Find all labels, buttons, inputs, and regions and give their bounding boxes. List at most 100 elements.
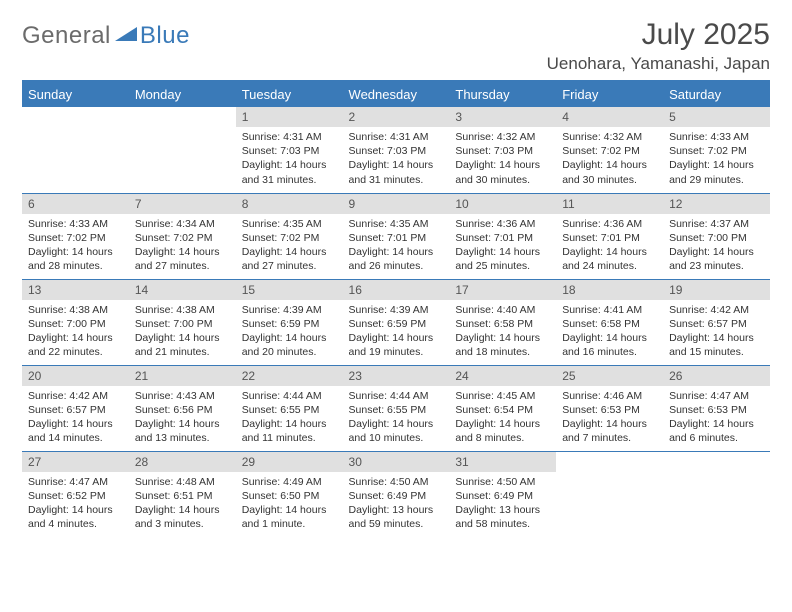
day-number: 11 xyxy=(556,194,663,214)
sunrise-line: Sunrise: 4:47 AM xyxy=(28,475,123,489)
calendar-cell: 1Sunrise: 4:31 AMSunset: 7:03 PMDaylight… xyxy=(236,107,343,193)
calendar-table: Sunday Monday Tuesday Wednesday Thursday… xyxy=(22,80,770,537)
day-number: 9 xyxy=(343,194,450,214)
day-number: 15 xyxy=(236,280,343,300)
sunrise-line: Sunrise: 4:45 AM xyxy=(455,389,550,403)
calendar-cell: 6Sunrise: 4:33 AMSunset: 7:02 PMDaylight… xyxy=(22,193,129,279)
calendar-row: 27 Sunrise: 4:47 AMSunset: 6:52 PM Dayligh… xyxy=(22,451,770,537)
sunrise-line: Sunrise: 4:42 AM xyxy=(669,303,764,317)
header: General Blue July 2025 Uenohara, Yamanas… xyxy=(22,18,770,74)
day-number: 27 xyxy=(22,452,129,472)
sunrise-line: Sunrise: 4:31 AM xyxy=(349,130,444,144)
day-number: 14 xyxy=(129,280,236,300)
daylight-line: Daylight: 13 hours and 59 minutes. xyxy=(349,503,444,531)
day-number: 12 xyxy=(663,194,770,214)
sunrise-line: Sunrise: 4:44 AM xyxy=(242,389,337,403)
day-details: Sunrise: 4:50 AMSunset: 6:49 PMDaylight:… xyxy=(449,472,556,535)
daylight-line: Daylight: 14 hours and 20 minutes. xyxy=(242,331,337,359)
day-header: Friday xyxy=(556,81,663,107)
sunset-line: Sunset: 6:55 PM xyxy=(242,403,337,417)
day-number: 6 xyxy=(22,194,129,214)
calendar-cell xyxy=(129,107,236,193)
daylight-line: Daylight: 14 hours and 30 minutes. xyxy=(455,158,550,186)
day-details: Sunrise: 4:45 AMSunset: 6:54 PMDaylight:… xyxy=(449,386,556,449)
daylight-line: Daylight: 14 hours and 11 minutes. xyxy=(242,417,337,445)
day-details: Sunrise: 4:31 AMSunset: 7:03 PMDaylight:… xyxy=(343,127,450,190)
sunrise-line: Sunrise: 4:49 AM xyxy=(242,475,337,489)
sunset-line: Sunset: 6:56 PM xyxy=(135,403,230,417)
day-details: Sunrise: 4:32 AMSunset: 7:02 PMDaylight:… xyxy=(556,127,663,190)
sunset-line: Sunset: 6:50 PM xyxy=(242,489,337,503)
day-number: 7 xyxy=(129,194,236,214)
logo: General Blue xyxy=(22,18,190,50)
sunrise-line: Sunrise: 4:32 AM xyxy=(562,130,657,144)
calendar-cell: 13Sunrise: 4:38 AMSunset: 7:00 PMDayligh… xyxy=(22,279,129,365)
sunset-line: Sunset: 6:59 PM xyxy=(349,317,444,331)
calendar-cell xyxy=(22,107,129,193)
sunset-line: Sunset: 6:51 PM xyxy=(135,489,230,503)
sunrise-line: Sunrise: 4:47 AM xyxy=(669,389,764,403)
sunrise-line: Sunrise: 4:42 AM xyxy=(28,389,123,403)
logo-text-general: General xyxy=(22,22,111,50)
daylight-line: Daylight: 13 hours and 58 minutes. xyxy=(455,503,550,531)
calendar-row: 20Sunrise: 4:42 AMSunset: 6:57 PMDayligh… xyxy=(22,365,770,451)
day-header: Thursday xyxy=(449,81,556,107)
day-details: Sunrise: 4:33 AMSunset: 7:02 PMDaylight:… xyxy=(22,214,129,277)
calendar-cell: 2Sunrise: 4:31 AMSunset: 7:03 PMDaylight… xyxy=(343,107,450,193)
sunset-line: Sunset: 7:01 PM xyxy=(349,231,444,245)
day-details: Sunrise: 4:35 AMSunset: 7:01 PMDaylight:… xyxy=(343,214,450,277)
calendar-cell: 15 Sunrise: 4:39 AMSunset: 6:59 PMDayligh… xyxy=(236,279,343,365)
logo-triangle-icon xyxy=(115,25,137,48)
month-title: July 2025 xyxy=(547,18,770,52)
day-number: 2 xyxy=(343,107,450,127)
sunrise-line: Sunrise: 4:35 AM xyxy=(349,217,444,231)
day-number: 16 xyxy=(343,280,450,300)
sunset-line: Sunset: 6:49 PM xyxy=(349,489,444,503)
day-number: 3 xyxy=(449,107,556,127)
daylight-line: Daylight: 14 hours and 28 minutes. xyxy=(28,245,123,273)
day-number: 18 xyxy=(556,280,663,300)
day-number: 24 xyxy=(449,366,556,386)
day-number: 4 xyxy=(556,107,663,127)
day-details: Sunrise: 4:33 AMSunset: 7:02 PMDaylight:… xyxy=(663,127,770,190)
day-number: 22 xyxy=(236,366,343,386)
daylight-line: Daylight: 14 hours and 25 minutes. xyxy=(455,245,550,273)
sunset-line: Sunset: 6:52 PM xyxy=(28,489,123,503)
calendar-cell: 16Sunrise: 4:39 AMSunset: 6:59 PMDayligh… xyxy=(343,279,450,365)
sunrise-line: Sunrise: 4:33 AM xyxy=(28,217,123,231)
day-details: Sunrise: 4:50 AMSunset: 6:49 PMDaylight:… xyxy=(343,472,450,535)
day-details: Sunrise: 4:34 AMSunset: 7:02 PMDaylight:… xyxy=(129,214,236,277)
day-number: 20 xyxy=(22,366,129,386)
sunrise-line: Sunrise: 4:38 AM xyxy=(28,303,123,317)
day-details: Sunrise: 4:42 AMSunset: 6:57 PMDaylight:… xyxy=(22,386,129,449)
day-number: 1 xyxy=(236,107,343,127)
day-number: 28 xyxy=(129,452,236,472)
sunset-line: Sunset: 7:03 PM xyxy=(455,144,550,158)
daylight-line: Daylight: 14 hours and 27 minutes. xyxy=(242,245,337,273)
day-details: Sunrise: 4:32 AMSunset: 7:03 PMDaylight:… xyxy=(449,127,556,190)
daylight-line: Daylight: 14 hours and 24 minutes. xyxy=(562,245,657,273)
calendar-cell: 17Sunrise: 4:40 AMSunset: 6:58 PMDayligh… xyxy=(449,279,556,365)
calendar-cell: 26Sunrise: 4:47 AMSunset: 6:53 PMDayligh… xyxy=(663,365,770,451)
sunrise-line: Sunrise: 4:36 AM xyxy=(455,217,550,231)
daylight-line: Daylight: 14 hours and 3 minutes. xyxy=(135,503,230,531)
day-number: 19 xyxy=(663,280,770,300)
sunset-line: Sunset: 6:53 PM xyxy=(669,403,764,417)
calendar-cell: 31Sunrise: 4:50 AMSunset: 6:49 PMDayligh… xyxy=(449,451,556,537)
daylight-line: Daylight: 14 hours and 22 minutes. xyxy=(28,331,123,359)
calendar-cell: 14Sunrise: 4:38 AMSunset: 7:00 PMDayligh… xyxy=(129,279,236,365)
day-details: Sunrise: 4:36 AMSunset: 7:01 PMDaylight:… xyxy=(556,214,663,277)
daylight-line: Daylight: 14 hours and 27 minutes. xyxy=(135,245,230,273)
daylight-line: Daylight: 14 hours and 14 minutes. xyxy=(28,417,123,445)
calendar-cell: 8Sunrise: 4:35 AMSunset: 7:02 PMDaylight… xyxy=(236,193,343,279)
day-details: Sunrise: 4:38 AMSunset: 7:00 PMDaylight:… xyxy=(129,300,236,363)
sunset-line: Sunset: 7:00 PM xyxy=(669,231,764,245)
sunset-line: Sunset: 7:03 PM xyxy=(242,144,337,158)
day-number: 13 xyxy=(22,280,129,300)
calendar-cell: 9Sunrise: 4:35 AMSunset: 7:01 PMDaylight… xyxy=(343,193,450,279)
sunrise-line: Sunrise: 4:39 AM xyxy=(242,303,337,317)
sunset-line: Sunset: 7:02 PM xyxy=(135,231,230,245)
calendar-cell: 7Sunrise: 4:34 AMSunset: 7:02 PMDaylight… xyxy=(129,193,236,279)
sunrise-line: Sunrise: 4:33 AM xyxy=(669,130,764,144)
sunset-line: Sunset: 6:59 PM xyxy=(242,317,337,331)
